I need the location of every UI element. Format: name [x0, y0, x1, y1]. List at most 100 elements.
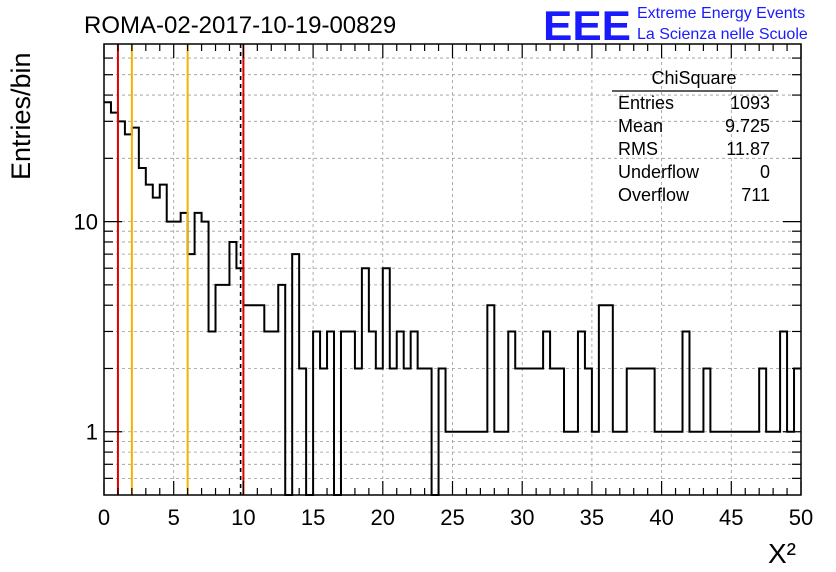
histogram-bin	[229, 242, 236, 495]
histogram-bin	[132, 128, 139, 495]
histogram-bin	[209, 331, 216, 495]
histogram-bin	[278, 285, 285, 495]
stats-value-mean: 9.725	[725, 116, 770, 136]
histogram-bin	[669, 432, 676, 495]
histogram-bin	[641, 368, 648, 495]
y-axis-title: Entries/bin	[6, 52, 36, 180]
histogram-bin	[773, 432, 780, 495]
histogram-bin	[383, 268, 390, 495]
histogram-bin	[550, 368, 557, 495]
histogram-bin	[202, 222, 209, 495]
histogram-bin	[299, 368, 306, 495]
histogram-bin	[529, 368, 536, 495]
stats-label-overflow: Overflow	[618, 185, 690, 205]
x-tick-label: 0	[98, 505, 110, 530]
histogram-bin	[634, 368, 641, 495]
histogram-bin	[111, 113, 118, 495]
histogram-bin	[696, 432, 703, 495]
histogram-bin	[571, 432, 578, 495]
x-tick-labels: 0 5 10 15 20 25 30 35 40 45 50	[98, 505, 813, 530]
histogram-bin	[153, 198, 160, 495]
histogram-bin	[466, 432, 473, 495]
histogram-bin	[313, 331, 320, 495]
histogram-bin	[738, 432, 745, 495]
histogram-bin	[766, 432, 773, 495]
histogram-bin	[146, 185, 153, 495]
eee-logo-line2: La Scienza nelle Scuole	[637, 26, 808, 43]
histogram-bin	[627, 368, 634, 495]
x-tick-label: 20	[371, 505, 395, 530]
stats-box: ChiSquare Entries 1093 Mean 9.725 RMS 11…	[612, 68, 778, 205]
stats-label-rms: RMS	[618, 139, 658, 159]
histogram-bin	[508, 331, 515, 495]
stats-value-underflow: 0	[760, 162, 770, 182]
reference-lines	[116, 44, 245, 495]
histogram-bin	[181, 213, 188, 495]
x-tick-label: 25	[440, 505, 464, 530]
x-tick-label: 5	[168, 505, 180, 530]
x-tick-label: 15	[301, 505, 325, 530]
eee-logo-text: EEE	[543, 2, 631, 49]
histogram-bin	[411, 331, 418, 495]
grid-lines	[104, 44, 801, 495]
histogram-bin	[536, 368, 543, 495]
histogram-bin	[118, 121, 125, 495]
histogram-bin	[731, 432, 738, 495]
histogram-bin	[139, 168, 146, 495]
histogram-bin	[522, 368, 529, 495]
histogram-bin	[585, 368, 592, 495]
histogram-bin	[606, 305, 613, 495]
histogram-bin	[250, 305, 257, 495]
x-tick-label: 30	[510, 505, 534, 530]
histogram-bin	[759, 368, 766, 495]
histogram-bin	[620, 432, 627, 495]
histogram-bin	[243, 305, 250, 495]
histogram-bin	[341, 331, 348, 495]
histogram-bin	[564, 432, 571, 495]
histogram-bin	[655, 432, 662, 495]
histogram-bin	[676, 432, 683, 495]
histogram-bin	[362, 268, 369, 495]
stats-title: ChiSquare	[651, 68, 736, 88]
histogram-bin	[348, 331, 355, 495]
histogram-bin	[439, 368, 446, 495]
histogram-bin	[271, 331, 278, 495]
histogram-bin	[188, 254, 195, 495]
histogram-bin	[487, 305, 494, 495]
histogram-bin	[397, 331, 404, 495]
histogram-bin	[376, 368, 383, 495]
histogram-bin	[501, 432, 508, 495]
histogram-bin	[390, 368, 397, 495]
histogram-bin	[257, 305, 264, 495]
histogram-bin	[689, 432, 696, 495]
histogram-bin	[453, 432, 460, 495]
histogram-bin	[160, 185, 167, 495]
x-tick-label: 10	[231, 505, 255, 530]
stats-label-underflow: Underflow	[618, 162, 700, 182]
histogram-bin	[292, 254, 299, 495]
histogram-bin	[327, 331, 334, 495]
histogram-bin	[264, 331, 271, 495]
histogram-bin	[222, 285, 229, 495]
histogram-bin	[780, 331, 787, 495]
histogram-bin	[125, 134, 132, 495]
histogram-series	[104, 101, 801, 496]
histogram-bin	[369, 331, 376, 495]
histogram-bin	[710, 432, 717, 495]
eee-logo-line1: Extreme Energy Events	[637, 5, 805, 22]
histogram-bin	[216, 285, 223, 495]
stats-value-rms: 11.87	[726, 139, 770, 159]
histogram-bin	[599, 305, 606, 495]
x-axis-title: X²	[768, 538, 796, 569]
axis-ticks	[103, 44, 802, 495]
x-tick-label: 35	[580, 505, 604, 530]
histogram-bin	[404, 368, 411, 495]
x-tick-label: 45	[719, 505, 743, 530]
y-tick-labels: 1 10	[74, 210, 98, 445]
eee-logo: EEE Extreme Energy Events La Scienza nel…	[543, 2, 808, 49]
y-tick-label: 10	[74, 210, 98, 235]
y-tick-label: 1	[86, 420, 98, 445]
histogram-bin	[745, 432, 752, 495]
histogram-bin	[557, 368, 564, 495]
